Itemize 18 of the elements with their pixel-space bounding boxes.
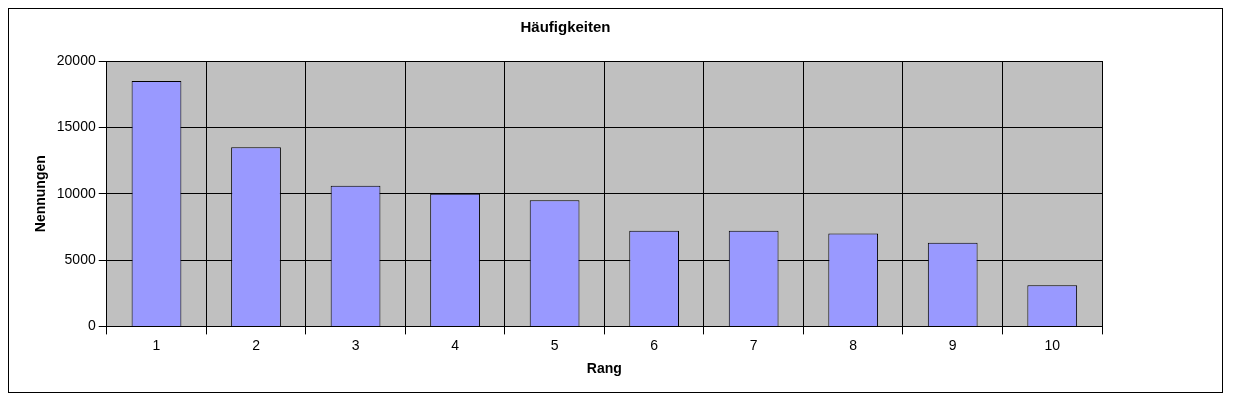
x-tick-label: 2 [252,336,261,353]
x-tick-label: 10 [1044,336,1061,353]
x-tick-label: 9 [948,336,957,353]
y-tick-label: 5000 [64,250,96,267]
y-tick-label: 20000 [56,51,96,68]
x-axis-title: Rang [586,360,622,377]
x-tick-label: 8 [849,336,858,353]
x-tick-label: 7 [749,336,758,353]
x-tick-label: 1 [152,336,161,353]
y-tick-label: 0 [87,317,96,334]
y-axis-title: Nennungen [32,155,49,233]
x-tick-label: 4 [451,336,460,353]
chart-title: Häufigkeiten [520,18,611,36]
x-tick-label: 5 [550,336,559,353]
x-tick-label: 3 [351,336,360,353]
y-tick-label: 10000 [56,184,96,201]
x-tick-label: 6 [650,336,659,353]
y-tick-label: 15000 [56,118,96,135]
